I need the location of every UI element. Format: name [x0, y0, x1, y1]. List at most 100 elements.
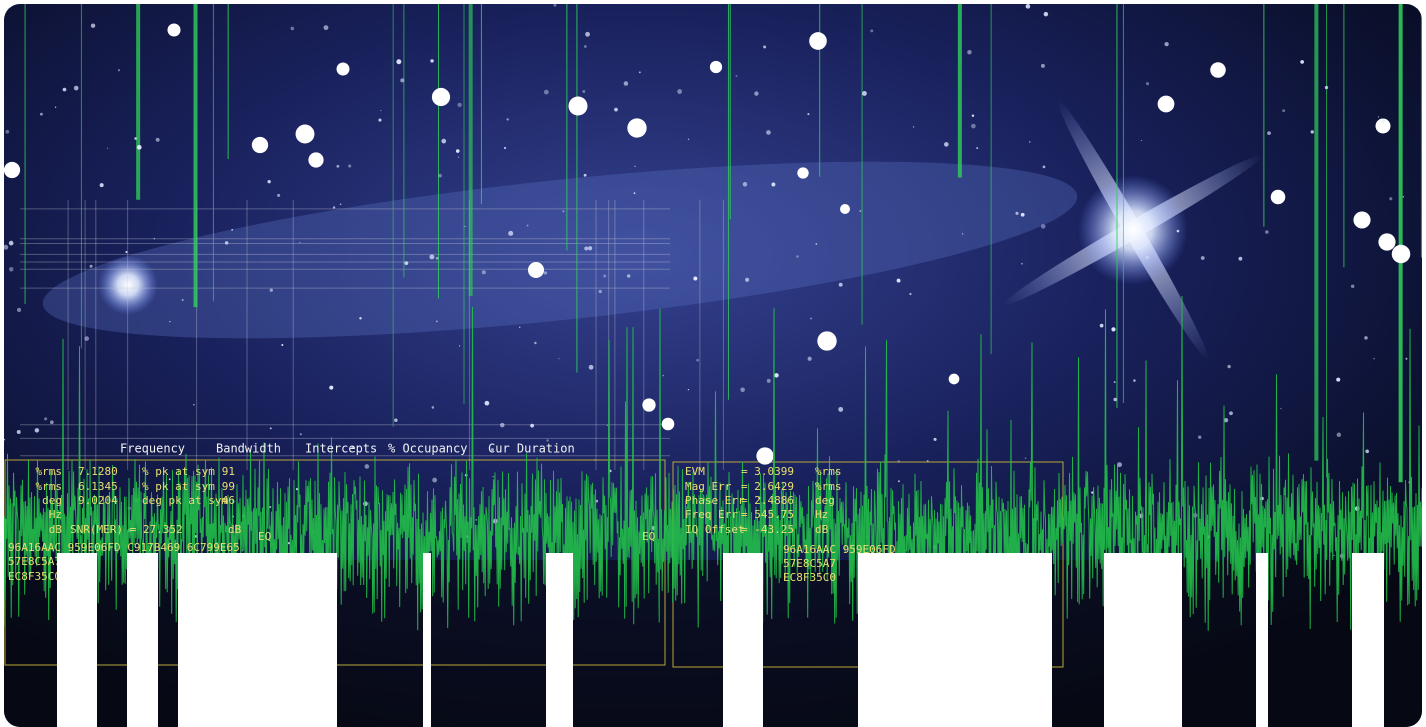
star [435, 320, 438, 323]
star [336, 62, 350, 76]
star [49, 420, 54, 425]
star [438, 173, 442, 178]
star [1040, 63, 1045, 68]
star [508, 230, 514, 236]
star [771, 182, 776, 187]
star [136, 144, 142, 150]
star [1223, 417, 1229, 423]
white-bar [423, 553, 431, 727]
star [634, 165, 636, 168]
star [169, 321, 171, 323]
star [475, 519, 478, 521]
star [431, 87, 451, 107]
star [1020, 212, 1025, 217]
panel-value: Freq Err [685, 508, 738, 521]
panel-value: = -43.25 [741, 523, 794, 536]
panel-value: 6.1345 [78, 480, 118, 493]
star [298, 241, 301, 244]
star [933, 437, 937, 441]
panel-value: SNR(MER) = 27.352 [70, 523, 183, 536]
star [281, 344, 284, 347]
star [492, 476, 494, 478]
star [4, 161, 21, 179]
star [661, 417, 675, 431]
star [1111, 327, 1116, 332]
star [677, 89, 683, 94]
star [735, 75, 738, 77]
star [546, 439, 549, 442]
star [756, 447, 774, 465]
star [231, 228, 234, 231]
star [267, 179, 271, 184]
star [62, 87, 67, 92]
star [290, 26, 295, 31]
star [99, 183, 104, 188]
star [155, 137, 160, 142]
spectrum [4, 295, 1422, 640]
star [633, 192, 636, 195]
star [1364, 336, 1368, 340]
star [593, 458, 596, 460]
panel-value: Hz [49, 508, 62, 521]
star [614, 107, 618, 112]
star [1375, 118, 1391, 134]
eq-label: EQ [642, 530, 655, 543]
white-bar [1352, 553, 1384, 727]
star [441, 138, 447, 144]
star [106, 147, 109, 149]
star [870, 29, 874, 33]
star [1333, 554, 1335, 557]
star [817, 331, 837, 351]
star [839, 203, 851, 215]
star [89, 264, 93, 268]
star [562, 210, 565, 213]
star [1238, 256, 1243, 261]
star [1324, 85, 1329, 90]
star [971, 114, 975, 118]
star [948, 373, 960, 385]
star [363, 501, 368, 507]
panel-value: deg [815, 494, 835, 507]
star [740, 387, 745, 393]
star [1336, 377, 1341, 382]
star [277, 193, 281, 197]
star [16, 429, 21, 434]
star [1198, 435, 1202, 439]
star [39, 112, 43, 116]
star [912, 126, 915, 128]
star [1280, 407, 1282, 410]
star [503, 146, 507, 150]
panel-value: % pk at sym [142, 480, 215, 493]
star [54, 106, 57, 108]
star [583, 45, 587, 48]
star [971, 123, 976, 129]
star [709, 60, 723, 74]
star [1229, 411, 1233, 416]
white-bar [127, 553, 158, 727]
star [429, 254, 435, 260]
star [859, 210, 862, 212]
star [543, 89, 549, 95]
star [926, 459, 929, 462]
star [626, 274, 631, 278]
star [484, 400, 490, 406]
panel-value: % pk at sym [142, 465, 215, 478]
star [332, 206, 336, 209]
star [458, 345, 461, 347]
hex-line: EC8F35C0 [783, 571, 836, 584]
white-bar [858, 553, 1052, 727]
white-bar [546, 553, 573, 727]
panel-value: deg [42, 494, 62, 507]
star [815, 243, 818, 245]
star [796, 255, 799, 258]
star [168, 478, 171, 481]
star [568, 96, 588, 116]
star [861, 90, 867, 96]
white-bar [57, 553, 97, 727]
star [603, 274, 607, 278]
star [1025, 4, 1031, 9]
star [308, 152, 324, 168]
star [134, 137, 137, 140]
star [125, 250, 128, 254]
star [1117, 462, 1122, 468]
